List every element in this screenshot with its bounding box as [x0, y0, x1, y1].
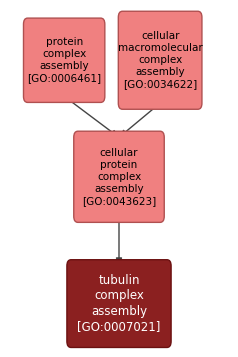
FancyBboxPatch shape — [67, 260, 171, 347]
Text: tubulin
complex
assembly
[GO:0007021]: tubulin complex assembly [GO:0007021] — [77, 274, 161, 333]
Text: protein
complex
assembly
[GO:0006461]: protein complex assembly [GO:0006461] — [27, 37, 101, 83]
Text: cellular
protein
complex
assembly
[GO:0043623]: cellular protein complex assembly [GO:00… — [82, 148, 156, 206]
FancyBboxPatch shape — [118, 11, 202, 109]
Text: cellular
macromolecular
complex
assembly
[GO:0034622]: cellular macromolecular complex assembly… — [118, 31, 203, 89]
FancyBboxPatch shape — [74, 131, 164, 222]
FancyBboxPatch shape — [24, 18, 105, 102]
